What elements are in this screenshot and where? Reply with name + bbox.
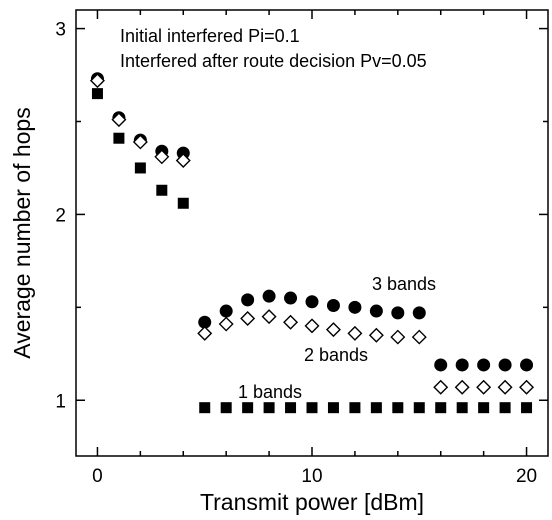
data-point-2-bands [283, 314, 299, 330]
series-label-3-bands: 3 bands [372, 274, 436, 294]
data-point-1-bands [177, 197, 189, 209]
data-point-1-bands [392, 402, 404, 414]
tick-marks [76, 10, 548, 456]
data-point-3-bands [369, 304, 383, 318]
series-1-bands [91, 88, 533, 414]
data-point-3-bands [477, 358, 491, 372]
data-point-2-bands [261, 309, 277, 325]
data-point-1-bands [370, 402, 382, 414]
data-point-1-bands [435, 402, 447, 414]
data-point-1-bands [199, 402, 211, 414]
y-tick-label: 2 [55, 205, 66, 226]
data-point-2-bands [304, 318, 320, 334]
data-point-2-bands [154, 149, 170, 165]
data-point-1-bands [156, 184, 168, 196]
data-point-2-bands [411, 329, 427, 345]
data-point-1-bands [306, 402, 318, 414]
y-tick-label: 3 [55, 20, 66, 41]
data-point-1-bands [456, 402, 468, 414]
series-2-bands [89, 73, 535, 395]
data-point-3-bands [348, 300, 362, 314]
data-point-3-bands [305, 295, 319, 309]
data-point-1-bands [478, 402, 490, 414]
data-point-2-bands [240, 310, 256, 326]
data-point-1-bands [134, 162, 146, 174]
data-series [89, 72, 535, 414]
data-point-3-bands [198, 315, 212, 329]
series-label-2-bands: 2 bands [304, 345, 368, 365]
data-point-2-bands [454, 379, 470, 395]
data-point-2-bands [433, 379, 449, 395]
data-point-3-bands [412, 306, 426, 320]
data-point-2-bands [132, 134, 148, 150]
data-point-3-bands [498, 358, 512, 372]
x-axis-title: Transmit power [dBm] [200, 489, 424, 515]
data-point-2-bands [197, 325, 213, 341]
data-point-2-bands [476, 379, 492, 395]
annotation-initial-interfered: Initial interfered Pi=0.1 [120, 26, 300, 46]
data-point-2-bands [89, 73, 105, 89]
data-point-1-bands [499, 402, 511, 414]
data-point-3-bands [262, 289, 276, 303]
x-tick-label: 20 [516, 466, 537, 487]
x-tick-label: 10 [301, 466, 322, 487]
data-point-1-bands [349, 402, 361, 414]
data-point-2-bands [519, 379, 535, 395]
data-point-2-bands [390, 329, 406, 345]
data-point-3-bands [520, 358, 534, 372]
y-tick-label: 1 [55, 391, 66, 412]
data-point-3-bands [219, 304, 233, 318]
data-point-1-bands [413, 402, 425, 414]
data-point-2-bands [347, 325, 363, 341]
data-point-1-bands [285, 402, 297, 414]
data-point-1-bands [91, 88, 103, 100]
y-axis-title: Average number of hops [9, 107, 35, 358]
data-point-1-bands [521, 402, 533, 414]
series-label-1-bands: 1 bands [238, 382, 302, 402]
data-point-2-bands [368, 327, 384, 343]
data-point-2-bands [218, 316, 234, 332]
data-point-2-bands [175, 153, 191, 169]
data-point-2-bands [325, 322, 341, 338]
data-point-2-bands [111, 112, 127, 128]
data-point-3-bands [455, 358, 469, 372]
data-point-1-bands [220, 402, 232, 414]
annotation-interfered-after-route: Interfered after route decision Pv=0.05 [120, 51, 427, 71]
data-point-3-bands [434, 358, 448, 372]
data-point-3-bands [326, 298, 340, 312]
data-point-1-bands [113, 132, 125, 144]
data-point-3-bands [391, 306, 405, 320]
data-point-2-bands [497, 379, 513, 395]
data-point-3-bands [284, 291, 298, 305]
data-point-1-bands [263, 402, 275, 414]
data-point-1-bands [242, 402, 254, 414]
data-point-3-bands [241, 293, 255, 307]
x-tick-label: 0 [92, 466, 103, 487]
plot-frame [75, 9, 549, 457]
data-point-1-bands [327, 402, 339, 414]
